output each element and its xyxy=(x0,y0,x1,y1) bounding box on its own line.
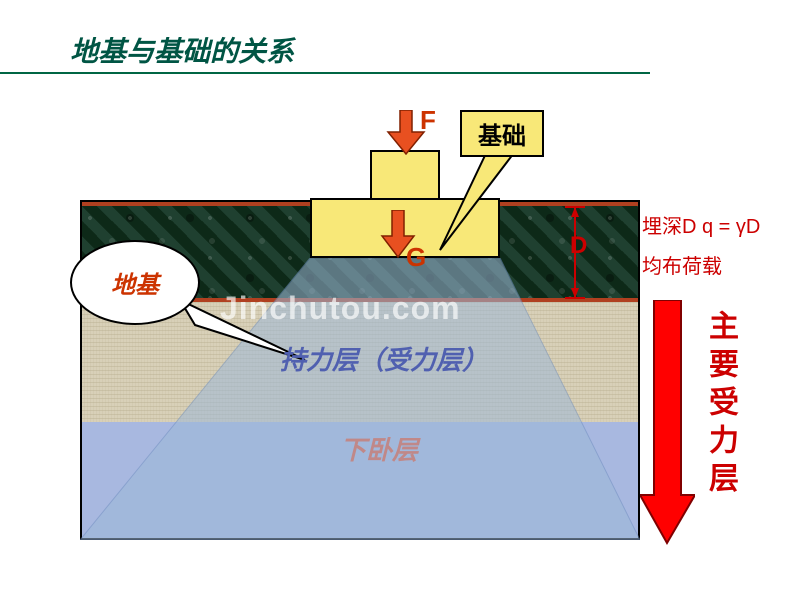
depth-d-label: D xyxy=(570,232,587,260)
uniform-load-label: 均布荷载 xyxy=(642,250,722,279)
force-f-label: F xyxy=(420,105,436,136)
foundation-label-box: 基础 xyxy=(460,110,544,157)
title-block: 地基与基础的关系 xyxy=(70,30,294,70)
ground-label-bubble: 地基 xyxy=(70,240,200,325)
depth-equation: 埋深D q = γD xyxy=(642,210,760,239)
foundation-callout-pointer xyxy=(435,145,525,255)
foundation-upper xyxy=(370,150,440,200)
ground-label: 地基 xyxy=(111,265,159,300)
main-layer-label: 主要受力层 xyxy=(698,310,742,500)
page-title: 地基与基础的关系 xyxy=(70,30,294,70)
watermark: Jinchutou.com xyxy=(220,290,461,327)
foundation-label: 基础 xyxy=(478,123,526,150)
underlying-layer-label: 下卧层 xyxy=(340,430,418,467)
title-underline xyxy=(0,72,650,74)
main-layer-arrow xyxy=(640,300,695,545)
force-g-label: G xyxy=(406,242,426,273)
bearing-layer-label: 持力层（受力层） xyxy=(280,340,488,377)
